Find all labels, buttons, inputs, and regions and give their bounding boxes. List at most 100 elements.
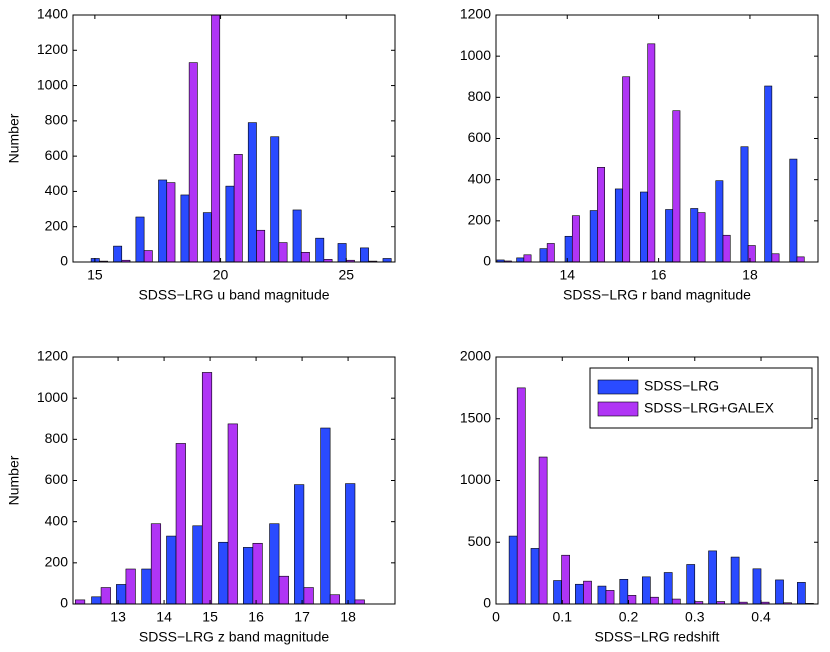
bar [166,535,177,605]
bar [796,256,805,263]
bar [360,247,369,263]
bar [211,14,221,263]
bar [292,209,302,263]
y-tick-label: 800 [45,112,69,128]
bar [315,237,325,263]
bar [589,210,598,263]
x-tick-label: 0 [492,609,500,625]
legend-label: SDSS−LRG+GALEX [644,400,775,416]
y-tick-label: 1000 [460,471,491,487]
bar [192,525,203,605]
bar [278,242,288,263]
y-tick-label: 200 [468,212,492,228]
bar [516,387,526,605]
bar [647,43,656,263]
y-tick-label: 800 [45,430,69,446]
bar [175,443,186,605]
y-axis-label: Number [6,113,22,163]
bar [113,245,123,263]
legend: SDSS−LRG SDSS−LRG+GALEX [589,367,813,429]
bar [641,576,651,605]
legend-swatch [597,379,639,395]
y-tick-label: 400 [45,512,69,528]
subplot: 0 500 1000 1500 2000 0 0.1 0.2 0.3 0.4 SDSS−LRG re… [460,348,819,645]
bar [100,587,111,605]
y-tick-label: 1500 [460,409,491,425]
y-tick-label: 0 [60,595,68,611]
y-tick-label: 600 [45,471,69,487]
bar [671,598,681,605]
bar [752,568,762,605]
bar [575,583,584,605]
y-tick-label: 0 [60,253,68,269]
x-tick-label: 15 [87,267,103,283]
y-tick-label: 600 [45,147,69,163]
legend-box [589,367,813,429]
x-tick-label: 15 [202,609,218,625]
y-tick-label: 600 [468,129,492,145]
bar [627,595,637,605]
bar [605,590,615,605]
bar [91,596,102,605]
bar [747,245,756,263]
bar [672,110,681,263]
bar [337,243,347,263]
bar [158,179,168,263]
bar [166,182,176,263]
y-tick-label: 1000 [37,389,68,405]
x-axis-label: SDSS−LRG r band magnitude [563,287,751,303]
bar [663,572,673,605]
x-tick-label: 13 [110,609,126,625]
bar [789,158,798,263]
bar [329,594,340,605]
x-tick-label: 0.2 [619,609,639,625]
bar [247,122,257,263]
bar [583,580,592,605]
bar [201,372,213,605]
y-tick-label: 1000 [460,47,491,63]
axes-box [72,14,396,263]
bar [539,248,548,263]
bar [722,234,731,263]
bar [75,599,86,605]
bar [764,85,773,263]
x-tick-label: 18 [340,609,356,625]
bar [597,167,605,263]
bar [665,209,674,263]
x-tick-label: 14 [559,267,575,283]
bar [508,535,518,605]
subplot: 0 200 400 600 800 1000 1200 1400 15 20 25 SDSS−LRG … [6,6,396,303]
bar [218,541,229,605]
x-tick-label: 16 [651,267,667,283]
bar [354,599,365,605]
y-tick-label: 1400 [37,6,68,22]
bar [135,216,145,263]
bar [690,208,699,263]
y-tick-label: 200 [45,554,69,570]
bar [708,550,717,605]
bar [530,548,540,605]
x-tick-label: 16 [248,609,264,625]
x-axis-label: SDSS−LRG redshift [595,629,720,645]
subplot: 0 200 400 600 800 1000 1200 14 16 18 SDSS−LRG r ba… [460,6,819,303]
x-tick-label: 18 [742,267,758,283]
bar [650,596,659,605]
y-tick-label: 400 [45,182,69,198]
bar [740,146,749,263]
y-tick-label: 200 [45,217,69,233]
bar [143,250,153,263]
bar [640,191,648,263]
bar [619,578,629,605]
y-tick-label: 1200 [460,6,491,22]
x-axis-label: SDSS−LRG u band magnitude [138,287,329,303]
y-tick-label: 500 [468,533,492,549]
bar [225,185,235,263]
bar [564,235,573,263]
bar [269,523,280,605]
y-tick-label: 400 [468,170,492,186]
bar [775,579,784,605]
bar [546,243,555,263]
y-tick-label: 800 [468,88,492,104]
y-tick-label: 1200 [37,41,68,57]
x-tick-label: 25 [338,267,354,283]
